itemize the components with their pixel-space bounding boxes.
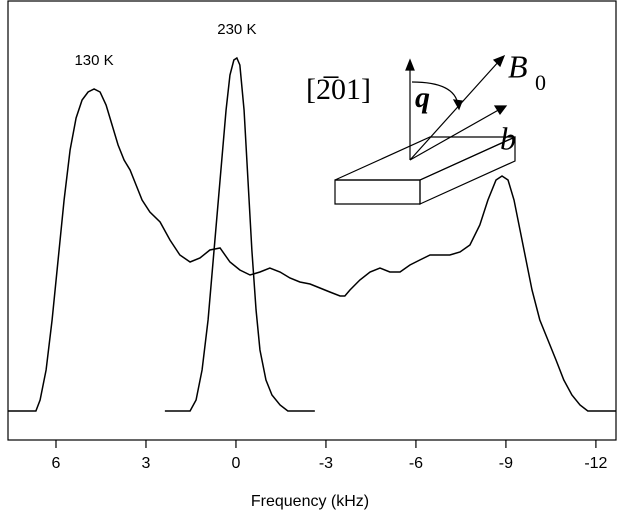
plot-frame (7, 0, 617, 441)
x-tick-label: -3 (319, 455, 333, 472)
crystal-side (419, 136, 516, 205)
spectrum-line (164, 56, 315, 412)
x-tick-label: 6 (52, 455, 61, 472)
arrow-head (405, 58, 415, 71)
x-tick-label: -6 (409, 455, 423, 472)
x-tick-label: 0 (232, 455, 241, 472)
x-tick-label: -12 (584, 455, 607, 472)
b-arrow (409, 107, 503, 161)
series-label: 130 K (74, 52, 113, 69)
spectrum-line (8, 88, 616, 412)
field-subscript: 0 (535, 70, 546, 95)
x-tick-label: -9 (499, 455, 513, 472)
x-tick-label: 3 (142, 455, 151, 472)
arrow-head (452, 99, 463, 111)
field-arrow (409, 59, 501, 161)
crystal-front (334, 179, 421, 205)
series-label: 230 K (217, 21, 256, 38)
b-label: b (500, 120, 516, 156)
q-label: q (415, 81, 430, 114)
arrow-head (493, 105, 508, 116)
field-label: B (508, 48, 528, 84)
inset (334, 54, 516, 205)
direction-label: [2̅01] (306, 73, 371, 106)
x-axis-label: Frequency (kHz) (251, 493, 369, 510)
arrow-head (492, 54, 506, 68)
